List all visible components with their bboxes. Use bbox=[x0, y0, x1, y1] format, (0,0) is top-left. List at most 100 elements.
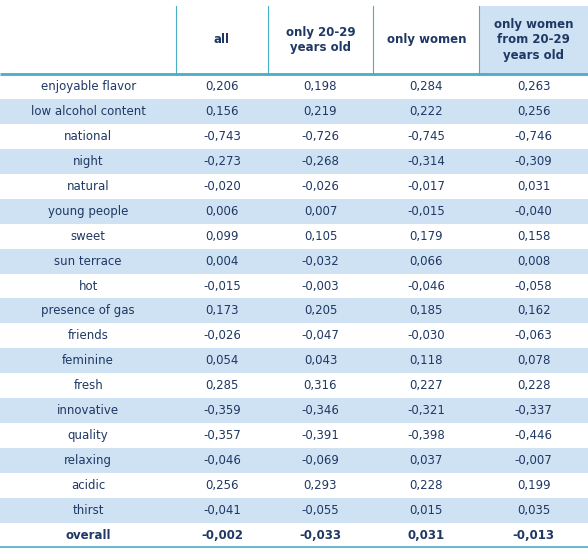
Bar bbox=[0, 398, 588, 423]
Bar bbox=[0, 299, 588, 324]
Text: -0,003: -0,003 bbox=[302, 279, 339, 293]
Text: 0,078: 0,078 bbox=[517, 354, 550, 367]
Text: 0,043: 0,043 bbox=[304, 354, 337, 367]
Text: national: national bbox=[64, 130, 112, 143]
Text: 0,173: 0,173 bbox=[205, 305, 239, 317]
Text: -0,357: -0,357 bbox=[203, 429, 241, 442]
Text: -0,046: -0,046 bbox=[407, 279, 445, 293]
Text: 0,156: 0,156 bbox=[205, 105, 239, 118]
Text: relaxing: relaxing bbox=[64, 454, 112, 467]
Text: -0,314: -0,314 bbox=[407, 155, 445, 168]
Bar bbox=[0, 373, 588, 398]
Text: -0,032: -0,032 bbox=[302, 254, 339, 268]
Text: sweet: sweet bbox=[71, 229, 106, 243]
Text: 0,007: 0,007 bbox=[304, 205, 337, 218]
Bar bbox=[0, 473, 588, 498]
Text: -0,359: -0,359 bbox=[203, 404, 241, 417]
Text: -0,046: -0,046 bbox=[203, 454, 241, 467]
Text: -0,040: -0,040 bbox=[514, 205, 553, 218]
Bar bbox=[0, 124, 588, 149]
Text: -0,047: -0,047 bbox=[302, 330, 339, 342]
Text: friends: friends bbox=[68, 330, 109, 342]
Text: 0,118: 0,118 bbox=[410, 354, 443, 367]
Text: -0,746: -0,746 bbox=[514, 130, 553, 143]
Text: 0,105: 0,105 bbox=[304, 229, 337, 243]
Text: 0,256: 0,256 bbox=[205, 479, 239, 492]
Text: -0,063: -0,063 bbox=[514, 330, 553, 342]
Text: -0,273: -0,273 bbox=[203, 155, 241, 168]
Text: -0,013: -0,013 bbox=[513, 529, 554, 541]
Text: -0,337: -0,337 bbox=[514, 404, 553, 417]
Text: 0,185: 0,185 bbox=[410, 305, 443, 317]
Bar bbox=[0, 448, 588, 473]
Text: 0,066: 0,066 bbox=[410, 254, 443, 268]
Text: -0,007: -0,007 bbox=[514, 454, 553, 467]
Text: -0,020: -0,020 bbox=[203, 180, 241, 193]
Text: only women
from 20-29
years old: only women from 20-29 years old bbox=[494, 18, 573, 62]
Text: -0,446: -0,446 bbox=[514, 429, 553, 442]
Text: 0,227: 0,227 bbox=[409, 379, 443, 392]
Text: low alcohol content: low alcohol content bbox=[31, 105, 146, 118]
Text: 0,228: 0,228 bbox=[517, 379, 550, 392]
Text: -0,346: -0,346 bbox=[302, 404, 339, 417]
Bar bbox=[479, 6, 588, 75]
Text: 0,293: 0,293 bbox=[304, 479, 337, 492]
Text: 0,219: 0,219 bbox=[303, 105, 338, 118]
Text: 0,099: 0,099 bbox=[205, 229, 239, 243]
Text: thirst: thirst bbox=[72, 504, 104, 517]
Text: natural: natural bbox=[67, 180, 109, 193]
Text: -0,268: -0,268 bbox=[302, 155, 339, 168]
Text: 0,162: 0,162 bbox=[517, 305, 550, 317]
Text: only women: only women bbox=[386, 34, 466, 46]
Bar bbox=[0, 274, 588, 299]
Text: 0,263: 0,263 bbox=[517, 80, 550, 93]
Text: -0,069: -0,069 bbox=[302, 454, 339, 467]
Text: -0,745: -0,745 bbox=[407, 130, 445, 143]
Text: overall: overall bbox=[65, 529, 111, 541]
Text: -0,055: -0,055 bbox=[302, 504, 339, 517]
Text: quality: quality bbox=[68, 429, 109, 442]
Text: 0,228: 0,228 bbox=[410, 479, 443, 492]
Text: night: night bbox=[73, 155, 103, 168]
Text: sun terrace: sun terrace bbox=[55, 254, 122, 268]
Text: -0,743: -0,743 bbox=[203, 130, 241, 143]
Text: 0,222: 0,222 bbox=[409, 105, 443, 118]
Text: 0,199: 0,199 bbox=[517, 479, 550, 492]
Text: young people: young people bbox=[48, 205, 128, 218]
Bar bbox=[0, 224, 588, 249]
Text: 0,004: 0,004 bbox=[205, 254, 239, 268]
Text: presence of gas: presence of gas bbox=[41, 305, 135, 317]
Text: 0,316: 0,316 bbox=[304, 379, 337, 392]
Bar bbox=[0, 324, 588, 348]
Text: innovative: innovative bbox=[57, 404, 119, 417]
Text: hot: hot bbox=[79, 279, 98, 293]
Text: 0,198: 0,198 bbox=[304, 80, 337, 93]
Text: -0,321: -0,321 bbox=[407, 404, 445, 417]
Text: 0,205: 0,205 bbox=[304, 305, 337, 317]
Text: -0,398: -0,398 bbox=[407, 429, 445, 442]
Bar bbox=[0, 498, 588, 523]
Bar bbox=[0, 6, 588, 75]
Text: 0,008: 0,008 bbox=[517, 254, 550, 268]
Text: -0,026: -0,026 bbox=[302, 180, 339, 193]
Text: 0,158: 0,158 bbox=[517, 229, 550, 243]
Bar bbox=[0, 174, 588, 199]
Bar bbox=[0, 423, 588, 448]
Text: 0,206: 0,206 bbox=[205, 80, 239, 93]
Bar bbox=[0, 199, 588, 224]
Text: 0,031: 0,031 bbox=[407, 529, 445, 541]
Text: 0,285: 0,285 bbox=[205, 379, 239, 392]
Text: -0,015: -0,015 bbox=[407, 205, 445, 218]
Text: -0,033: -0,033 bbox=[299, 529, 342, 541]
Text: 0,256: 0,256 bbox=[517, 105, 550, 118]
Text: 0,015: 0,015 bbox=[410, 504, 443, 517]
Text: -0,015: -0,015 bbox=[203, 279, 241, 293]
Text: 0,179: 0,179 bbox=[409, 229, 443, 243]
Bar bbox=[0, 249, 588, 274]
Text: enjoyable flavor: enjoyable flavor bbox=[41, 80, 136, 93]
Text: 0,284: 0,284 bbox=[410, 80, 443, 93]
Text: -0,002: -0,002 bbox=[201, 529, 243, 541]
Text: -0,309: -0,309 bbox=[514, 155, 553, 168]
Bar bbox=[0, 523, 588, 547]
Text: 0,006: 0,006 bbox=[205, 205, 239, 218]
